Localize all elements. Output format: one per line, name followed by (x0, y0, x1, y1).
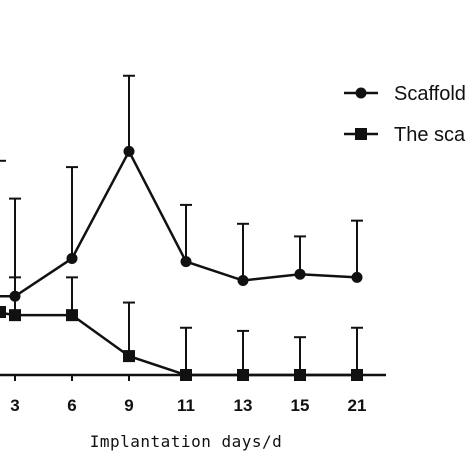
data-point-square (123, 350, 135, 363)
data-point-square (180, 369, 192, 381)
legend-square-marker (355, 128, 367, 140)
data-point-circle (351, 271, 363, 283)
x-tick-label: 21 (348, 396, 367, 415)
series-line (0, 311, 357, 377)
x-axis (0, 373, 386, 381)
legend-item-the-sca: The sca (344, 124, 466, 146)
legend: Scaffold The sca (344, 83, 466, 146)
data-point-circle (180, 256, 192, 268)
data-point-circle (294, 268, 306, 280)
x-tick-label: 6 (67, 396, 76, 415)
data-point-square (294, 369, 306, 381)
legend-circle-marker (355, 87, 367, 99)
data-point-circle (123, 145, 135, 157)
data-point-square (0, 306, 6, 318)
data-point-circle (9, 290, 21, 302)
x-tick-labels: 3 6 9 11 13 15 21 (10, 396, 366, 415)
x-tick-label: 9 (124, 396, 133, 415)
data-point-square (66, 309, 78, 322)
x-tick-label: 11 (177, 396, 195, 415)
legend-label-the-sca: The sca (394, 124, 466, 146)
data-point-square (237, 369, 249, 381)
x-axis-title: Implantation days/d (90, 432, 283, 451)
series-lines (0, 148, 358, 377)
data-point-circle (66, 252, 78, 264)
x-tick-label: 15 (291, 396, 310, 415)
legend-item-scaffold: Scaffold (344, 83, 466, 105)
data-point-square (351, 369, 363, 381)
data-point-square (9, 309, 21, 322)
data-point-circle (237, 275, 249, 286)
series-markers (0, 145, 363, 381)
x-tick-label: 13 (234, 396, 253, 415)
error-bars (0, 74, 363, 375)
x-tick-label: 3 (10, 396, 19, 415)
legend-label-scaffold: Scaffold (394, 83, 466, 105)
series-line (0, 148, 358, 298)
